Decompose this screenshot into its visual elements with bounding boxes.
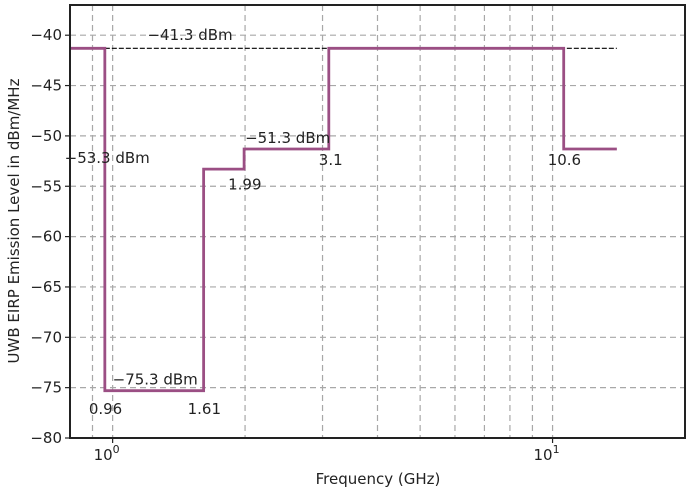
x-axis: 100 101 bbox=[94, 438, 560, 464]
plot-frame bbox=[69, 4, 686, 439]
annotation: −75.3 dBm bbox=[113, 371, 198, 389]
y-tick-label: −50 bbox=[30, 127, 62, 145]
annotation: −51.3 dBm bbox=[245, 129, 330, 147]
x-tick-label: 100 bbox=[94, 443, 120, 464]
annotation: 3.1 bbox=[319, 151, 343, 169]
annotation: 1.61 bbox=[188, 400, 221, 418]
annotation: 0.96 bbox=[89, 400, 122, 418]
y-tick-label: −75 bbox=[30, 379, 62, 397]
y-axis: −40 −45 −50 −55 −60 −65 −70 −75 −80 bbox=[30, 26, 70, 447]
annotations: −41.3 dBm −53.3 dBm −51.3 dBm −75.3 dBm 1.99… bbox=[65, 26, 581, 418]
y-tick-label: −60 bbox=[30, 228, 62, 246]
series-line bbox=[70, 46, 617, 393]
annotation: −41.3 dBm bbox=[147, 26, 232, 44]
y-axis-title: UWB EIRP Emission Level in dBm/MHz bbox=[5, 78, 23, 363]
y-tick-label: −55 bbox=[30, 177, 62, 195]
y-tick-label: −80 bbox=[30, 429, 62, 447]
annotation: −53.3 dBm bbox=[65, 149, 150, 167]
series-layer bbox=[70, 46, 617, 393]
y-tick-label: −40 bbox=[30, 26, 62, 44]
y-tick-label: −45 bbox=[30, 77, 62, 95]
annotation: 1.99 bbox=[228, 175, 261, 193]
y-tick-label: −70 bbox=[30, 328, 62, 346]
x-axis-title: Frequency (GHz) bbox=[316, 470, 441, 488]
grid bbox=[70, 5, 685, 438]
y-tick-label: −65 bbox=[30, 278, 62, 296]
annotation: 10.6 bbox=[548, 151, 581, 169]
x-tick-label: 101 bbox=[534, 443, 560, 464]
